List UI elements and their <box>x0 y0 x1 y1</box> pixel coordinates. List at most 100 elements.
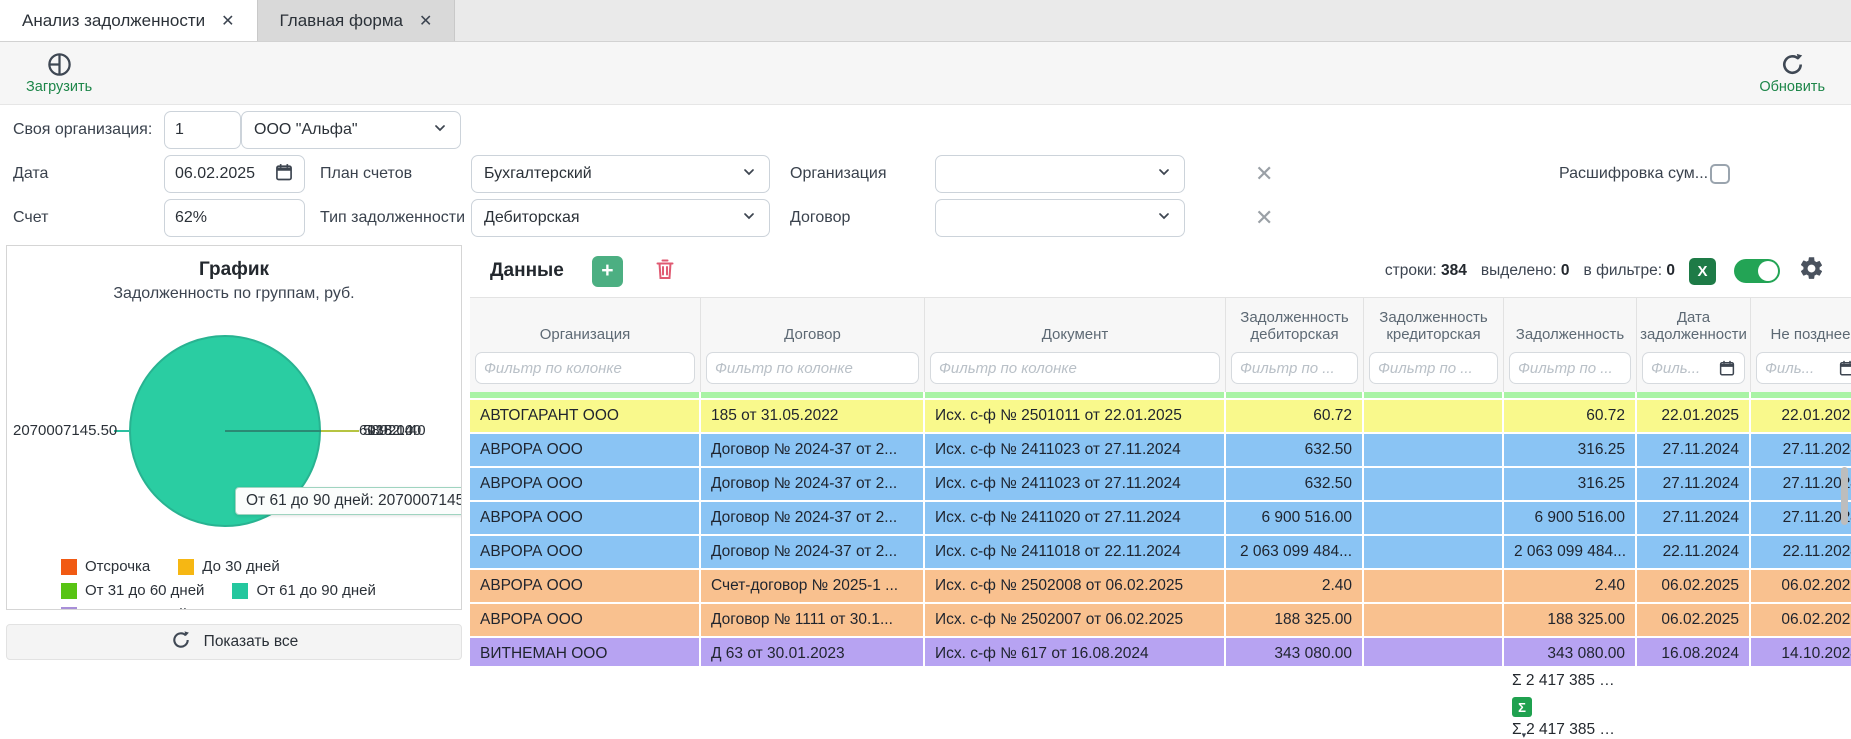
calendar-icon[interactable] <box>274 162 294 187</box>
decode-sums-label: Расшифровка сум... <box>1559 155 1708 193</box>
chart-panel: График Задолженность по группам, руб. 20… <box>6 245 462 610</box>
show-all-button[interactable]: Показать все <box>6 624 462 660</box>
column-header[interactable]: Задолженность кредиторская <box>1364 298 1504 348</box>
column-filter-field[interactable] <box>1756 352 1851 384</box>
own-org-select[interactable]: ООО "Альфа" <box>241 111 461 149</box>
chart-tooltip: От 61 до 90 дней: 2070007145.50 <box>235 487 462 515</box>
close-icon[interactable]: ✕ <box>221 11 234 31</box>
contract-select[interactable] <box>935 199 1185 237</box>
table-cell <box>1364 468 1504 500</box>
pie-value-label: 2070007145.50 <box>13 422 113 439</box>
column-filter-field[interactable] <box>1509 352 1631 384</box>
legend-swatch <box>61 583 77 599</box>
chevron-down-icon <box>741 208 757 229</box>
table-cell <box>1364 502 1504 534</box>
tab-main-form[interactable]: Главная форма ✕ <box>258 0 456 41</box>
column-filter-input[interactable] <box>1518 360 1622 377</box>
column-header[interactable]: Организация <box>470 298 701 348</box>
pie-value-label: 1352.40 <box>367 422 421 439</box>
table-cell: 632.50 <box>1226 468 1364 500</box>
load-button[interactable]: Загрузить <box>26 51 92 95</box>
column-header[interactable]: Задолженность <box>1504 298 1637 348</box>
table-row[interactable]: АВРОРА ОООДоговор № 1111 от 30.1...Исх. … <box>470 604 1851 638</box>
column-header[interactable]: Не позднее <box>1751 298 1851 348</box>
table-cell: Д 63 от 30.01.2023 <box>701 638 925 666</box>
column-filter-field[interactable] <box>475 352 695 384</box>
column-header[interactable]: Задолженность дебиторская <box>1226 298 1364 348</box>
column-filter-input[interactable] <box>484 360 686 377</box>
legend-item[interactable]: Отсрочка <box>61 558 150 575</box>
column-filter-input[interactable] <box>939 360 1211 377</box>
column-filter-input[interactable] <box>1378 360 1489 377</box>
own-org-value: ООО "Альфа" <box>254 121 358 139</box>
legend-item[interactable]: От 31 до 60 дней <box>61 582 204 599</box>
table-cell: 27.11.2024 <box>1751 434 1851 466</box>
table-row[interactable] <box>470 392 1851 400</box>
column-filter-field[interactable] <box>1369 352 1498 384</box>
column-filter-input[interactable] <box>1240 360 1349 377</box>
column-filter-field[interactable] <box>930 352 1220 384</box>
own-org-code-input[interactable] <box>175 121 230 139</box>
organization-select[interactable] <box>935 155 1185 193</box>
table-row[interactable]: АВРОРА ОООДоговор № 2024-37 от 2...Исх. … <box>470 502 1851 536</box>
account-input[interactable] <box>175 209 294 227</box>
close-icon[interactable]: ✕ <box>419 11 432 31</box>
column-filter-field[interactable] <box>1642 352 1745 384</box>
column-header[interactable]: Документ <box>925 298 1226 348</box>
legend-item[interactable]: От 61 до 90 дней <box>232 582 375 599</box>
account-label: Счет <box>13 199 48 237</box>
legend-swatch <box>61 559 77 575</box>
column-filter-input[interactable] <box>715 360 910 377</box>
table-row[interactable]: АВРОРА ОООСчет-договор № 2025-1 ...Исх. … <box>470 570 1851 604</box>
date-input[interactable] <box>175 165 266 183</box>
calendar-icon[interactable] <box>1718 359 1736 377</box>
legend-item[interactable]: До 30 дней <box>178 558 279 575</box>
table-cell: 22.01.2025 <box>1637 400 1751 432</box>
chart-of-accounts-select[interactable]: Бухгалтерский <box>471 155 770 193</box>
refresh-button[interactable]: Обновить <box>1759 51 1825 95</box>
column-header[interactable]: Договор <box>701 298 925 348</box>
column-filter-input[interactable] <box>1651 360 1712 377</box>
debt-type-select[interactable]: Дебиторская <box>471 199 770 237</box>
table-cell: 316.25 <box>1504 468 1637 500</box>
show-all-label: Показать все <box>204 633 299 651</box>
clear-organization-icon[interactable]: ✕ <box>1255 155 1273 193</box>
table-row[interactable]: АВРОРА ОООДоговор № 2024-37 от 2...Исх. … <box>470 468 1851 502</box>
column-filter-field[interactable] <box>1231 352 1358 384</box>
settings-button[interactable] <box>1798 255 1825 287</box>
decode-sums-checkbox[interactable] <box>1710 164 1730 184</box>
table-row[interactable]: АВРОРА ОООДоговор № 2024-37 от 2...Исх. … <box>470 536 1851 570</box>
export-excel-button[interactable]: X <box>1689 258 1716 285</box>
delete-row-button[interactable] <box>653 257 677 286</box>
sigma-icon: Σ <box>1512 672 1522 689</box>
color-mode-toggle[interactable] <box>1734 259 1780 283</box>
date-field[interactable] <box>164 155 305 193</box>
table-cell: 14.10.2024 <box>1751 638 1851 666</box>
load-icon <box>46 51 73 78</box>
add-row-button[interactable]: + <box>592 256 623 287</box>
grid-title: Данные <box>490 260 564 282</box>
clear-contract-icon[interactable]: ✕ <box>1255 199 1273 237</box>
legend-label: Отсрочка <box>85 558 150 575</box>
sum-button[interactable]: Σ <box>1512 697 1532 717</box>
legend-item[interactable]: Более 90 дней <box>61 606 187 610</box>
table-row[interactable]: АВТОГАРАНТ ООО185 от 31.05.2022Исх. с-ф … <box>470 400 1851 434</box>
own-org-code-field[interactable] <box>164 111 241 149</box>
table-cell: Договор № 2024-37 от 2... <box>701 468 925 500</box>
table-cell: 27.11.2024 <box>1751 468 1851 500</box>
calendar-icon[interactable] <box>1838 359 1851 377</box>
column-filter-input[interactable] <box>1765 360 1832 377</box>
vertical-scrollbar[interactable] <box>1841 467 1848 525</box>
table-row[interactable]: АВРОРА ОООДоговор № 2024-37 от 2...Исх. … <box>470 434 1851 468</box>
table-cell: АВРОРА ООО <box>470 502 701 534</box>
account-field[interactable] <box>164 199 305 237</box>
column-filter-field[interactable] <box>706 352 919 384</box>
table-cell: 188 325.00 <box>1226 604 1364 636</box>
column-header[interactable]: Дата задолженности <box>1637 298 1751 348</box>
contract-label: Договор <box>790 199 850 237</box>
table-cell: 6 900 516.00 <box>1504 502 1637 534</box>
table-cell <box>1751 392 1851 398</box>
tab-debt-analysis[interactable]: Анализ задолженности ✕ <box>0 0 258 41</box>
table-row[interactable]: ВИТНЕМАН ОООД 63 от 30.01.2023Исх. с-ф №… <box>470 638 1851 666</box>
chevron-down-icon <box>1156 208 1172 229</box>
